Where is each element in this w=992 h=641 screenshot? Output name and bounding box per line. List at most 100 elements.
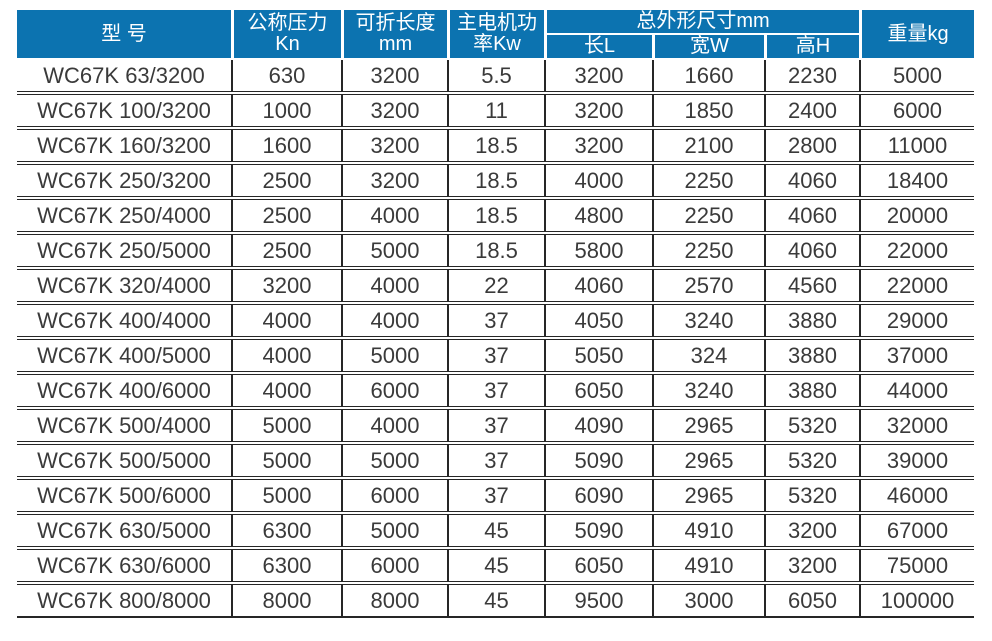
cell-motor-kw: 37 (447, 374, 544, 407)
cell-motor-kw: 37 (447, 479, 544, 512)
cell-dim-width: 2250 (652, 199, 764, 232)
cell-model: WC67K 500/5000 (17, 444, 231, 477)
cell-dim-width: 2570 (652, 269, 764, 302)
header-model: 型 号 (17, 10, 231, 58)
table-row: WC67K 63/3200 630 3200 5.5 3200 1660 223… (17, 60, 975, 92)
table-row: WC67K 400/6000 4000 6000 37 6050 3240 38… (17, 374, 975, 407)
cell-pressure-kn: 4000 (231, 304, 341, 337)
table-row: WC67K 250/5000 2500 5000 18.5 5800 2250 … (17, 234, 975, 267)
header-weight-label: 重量kg (887, 22, 949, 45)
header-dim-length: 长L (544, 35, 652, 58)
header-dim-height: 高H (764, 35, 860, 58)
spec-table: 型 号 公称压力 Kn 可折长度 mm 主电机功 率Kw (17, 8, 975, 620)
cell-dim-height: 5320 (764, 479, 860, 512)
table-header: 型 号 公称压力 Kn 可折长度 mm 主电机功 率Kw (17, 10, 975, 58)
cell-dim-width: 3000 (652, 584, 764, 618)
cell-motor-kw: 22 (447, 269, 544, 302)
header-row-bottom: 长L 宽W 高H (17, 35, 974, 58)
cell-dim-width: 324 (652, 339, 764, 372)
cell-pressure-kn: 5000 (231, 444, 341, 477)
cell-dim-height: 5320 (764, 409, 860, 442)
cell-pressure-kn: 630 (231, 60, 341, 92)
cell-dim-length: 4050 (544, 304, 652, 337)
cell-weight-kg: 100000 (859, 584, 975, 618)
table-body: WC67K 63/3200 630 3200 5.5 3200 1660 223… (17, 60, 975, 618)
cell-weight-kg: 37000 (859, 339, 975, 372)
cell-dim-length: 5050 (544, 339, 652, 372)
cell-dim-height: 2400 (764, 94, 860, 127)
cell-length-mm: 3200 (341, 164, 447, 197)
cell-motor-kw: 45 (447, 584, 544, 618)
cell-length-mm: 6000 (341, 479, 447, 512)
cell-weight-kg: 22000 (859, 234, 975, 267)
table-row: WC67K 250/3200 2500 3200 18.5 4000 2250 … (17, 164, 975, 197)
cell-motor-kw: 18.5 (447, 199, 544, 232)
cell-length-mm: 6000 (341, 374, 447, 407)
cell-motor-kw: 45 (447, 549, 544, 582)
cell-motor-kw: 37 (447, 444, 544, 477)
cell-model: WC67K 800/8000 (17, 584, 231, 618)
cell-dim-height: 2230 (764, 60, 860, 92)
cell-model: WC67K 400/5000 (17, 339, 231, 372)
cell-model: WC67K 500/4000 (17, 409, 231, 442)
cell-dim-height: 4060 (764, 234, 860, 267)
cell-dim-width: 4910 (652, 514, 764, 547)
spec-table-container: 型 号 公称压力 Kn 可折长度 mm 主电机功 率Kw (17, 8, 975, 620)
cell-length-mm: 4000 (341, 269, 447, 302)
cell-length-mm: 5000 (341, 444, 447, 477)
header-nominal-pressure: 公称压力 Kn (231, 10, 341, 58)
cell-weight-kg: 18400 (859, 164, 975, 197)
cell-weight-kg: 67000 (859, 514, 975, 547)
cell-dim-height: 3880 (764, 339, 860, 372)
header-fold-length-line1: 可折长度 (355, 12, 436, 34)
cell-dim-height: 4060 (764, 164, 860, 197)
cell-pressure-kn: 3200 (231, 269, 341, 302)
cell-weight-kg: 20000 (859, 199, 975, 232)
cell-pressure-kn: 5000 (231, 409, 341, 442)
cell-dim-width: 1660 (652, 60, 764, 92)
cell-dim-length: 6050 (544, 374, 652, 407)
cell-motor-kw: 37 (447, 339, 544, 372)
header-motor-power-line1: 主电机功 (457, 12, 537, 34)
cell-model: WC67K 630/5000 (17, 514, 231, 547)
cell-dim-height: 3200 (764, 549, 860, 582)
header-fold-length-line2: mm (378, 33, 413, 55)
cell-length-mm: 3200 (341, 94, 447, 127)
cell-length-mm: 5000 (341, 339, 447, 372)
header-model-label: 型 号 (101, 22, 147, 45)
cell-dim-length: 6090 (544, 479, 652, 512)
cell-length-mm: 3200 (341, 129, 447, 162)
header-nominal-pressure-line1: 公称压力 (247, 12, 328, 34)
cell-weight-kg: 11000 (859, 129, 975, 162)
cell-dim-length: 3200 (544, 94, 652, 127)
table-row: WC67K 250/4000 2500 4000 18.5 4800 2250 … (17, 199, 975, 232)
cell-pressure-kn: 1600 (231, 129, 341, 162)
header-overall-dimensions-label: 总外形尺寸mm (636, 10, 770, 32)
table-row: WC67K 160/3200 1600 3200 18.5 3200 2100 … (17, 129, 975, 162)
cell-model: WC67K 250/3200 (17, 164, 231, 197)
cell-weight-kg: 32000 (859, 409, 975, 442)
header-row-top: 型 号 公称压力 Kn 可折长度 mm 主电机功 率Kw (17, 10, 975, 58)
table-row: WC67K 630/6000 6300 6000 45 6050 4910 32… (17, 549, 975, 582)
cell-model: WC67K 250/4000 (17, 199, 231, 232)
cell-dim-height: 5320 (764, 444, 860, 477)
header-motor-power: 主电机功 率Kw (447, 10, 544, 58)
header-fold-length: 可折长度 mm (341, 10, 447, 58)
cell-dim-length: 5090 (544, 444, 652, 477)
cell-dim-width: 2250 (652, 164, 764, 197)
cell-length-mm: 4000 (341, 304, 447, 337)
cell-dim-width: 2965 (652, 479, 764, 512)
cell-motor-kw: 37 (447, 304, 544, 337)
cell-dim-length: 3200 (544, 60, 652, 92)
cell-length-mm: 4000 (341, 199, 447, 232)
cell-model: WC67K 100/3200 (17, 94, 231, 127)
cell-pressure-kn: 1000 (231, 94, 341, 127)
cell-model: WC67K 63/3200 (17, 60, 231, 92)
cell-weight-kg: 29000 (859, 304, 975, 337)
header-dim-width: 宽W (652, 35, 764, 58)
cell-pressure-kn: 2500 (231, 164, 341, 197)
cell-model: WC67K 500/6000 (17, 479, 231, 512)
cell-dim-height: 4060 (764, 199, 860, 232)
cell-length-mm: 4000 (341, 409, 447, 442)
